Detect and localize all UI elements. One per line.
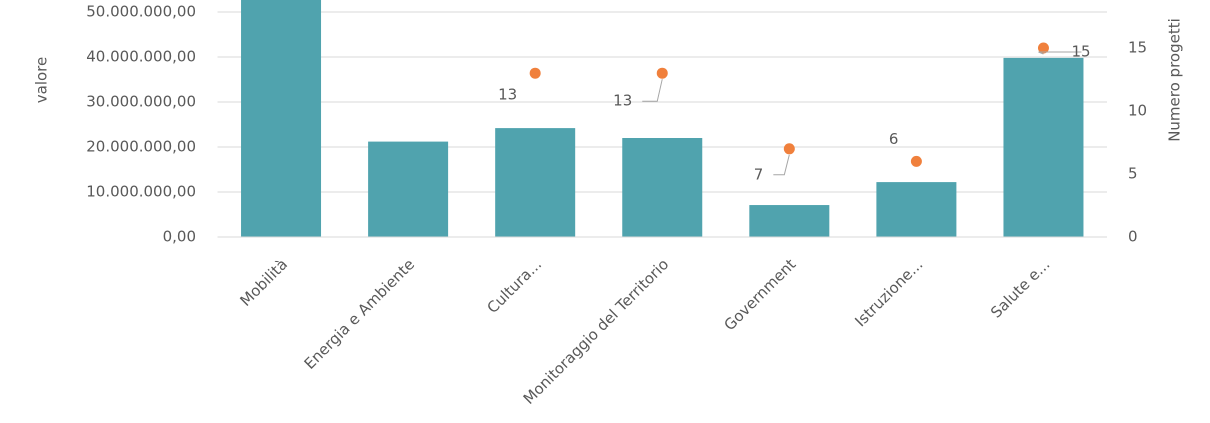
data-label: 6 — [889, 130, 899, 148]
bar — [876, 182, 957, 237]
x-tick-label: Monitoraggio del Territorio — [520, 255, 673, 408]
x-tick-label: Mobilità — [236, 255, 291, 310]
x-tick-label: Government — [720, 255, 799, 334]
data-label: 7 — [754, 165, 764, 183]
y2-tick-label: 0 — [1128, 228, 1138, 246]
y-tick-label: 10.000.000,00 — [86, 183, 196, 201]
y-tick-label: 30.000.000,00 — [86, 93, 196, 111]
y2-tick-label: 5 — [1128, 165, 1138, 183]
y-tick-label: 20.000.000,00 — [86, 138, 196, 156]
point — [1037, 42, 1049, 54]
leader-line — [642, 79, 663, 102]
data-label: 13 — [613, 92, 632, 110]
data-label: 13 — [498, 86, 517, 104]
y-tick-label: 50.000.000,00 — [86, 3, 196, 21]
x-tick-label: Istruzione... — [851, 255, 926, 330]
y2-axis-title: Numero progetti — [1166, 18, 1184, 142]
point — [529, 67, 541, 79]
point — [910, 155, 922, 167]
y-axis-title: valore — [33, 57, 51, 103]
point — [783, 143, 795, 155]
data-label: 15 — [1071, 43, 1090, 61]
y2-tick-label: 10 — [1128, 102, 1147, 120]
bar — [368, 141, 449, 237]
bar — [749, 205, 830, 237]
bar — [622, 138, 703, 237]
x-tick-label: Salute e... — [987, 255, 1053, 321]
x-tick-label: Cultura... — [484, 255, 546, 317]
y-tick-label: 0,00 — [163, 228, 196, 246]
x-tick-label: Energia e Ambiente — [301, 255, 419, 373]
y-tick-label: 40.000.000,00 — [86, 48, 196, 66]
leader-line — [1038, 51, 1082, 55]
bar — [1003, 57, 1084, 238]
leader-line — [773, 154, 790, 176]
y2-tick-label: 15 — [1128, 39, 1147, 57]
bar — [241, 0, 322, 237]
point — [656, 67, 668, 79]
bar — [495, 128, 576, 237]
